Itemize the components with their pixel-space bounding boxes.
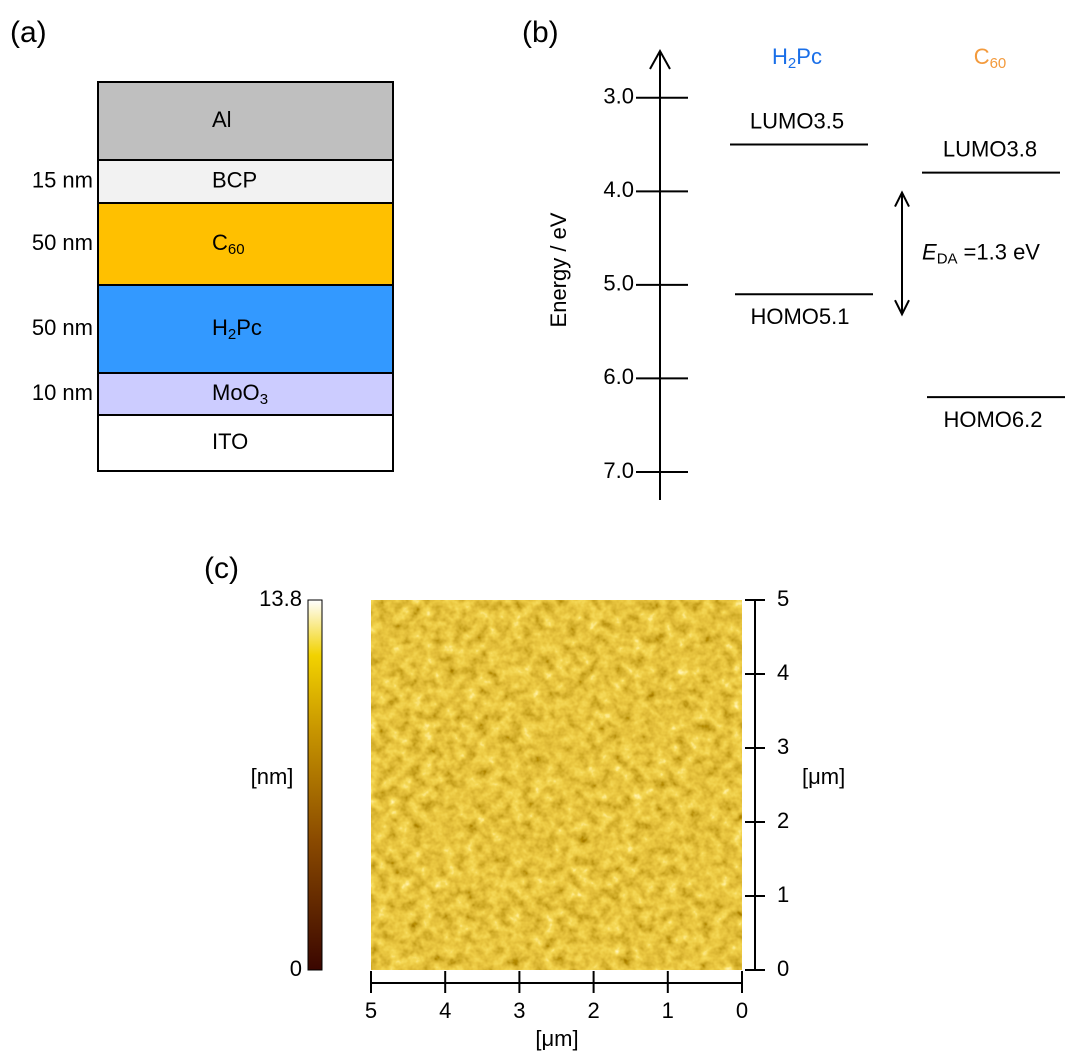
colorbar-tick-label: 0 xyxy=(290,956,302,981)
y-tick-label: 6.0 xyxy=(603,364,634,389)
homo-label: HOMO6.2 xyxy=(943,407,1042,432)
layer xyxy=(98,82,393,160)
text-part: H xyxy=(772,44,788,69)
text-part: ITO xyxy=(212,429,248,454)
thickness-label: 15 nm xyxy=(32,167,93,192)
subscript: 60 xyxy=(990,55,1007,72)
subscript: DA xyxy=(937,250,958,267)
text-part: C xyxy=(974,44,990,69)
homo-label: HOMO5.1 xyxy=(750,304,849,329)
y-axis-label: [μm] xyxy=(802,764,845,789)
text-part: =1.3 eV xyxy=(964,239,1041,264)
gap-label: EDA =1.3 eV xyxy=(922,239,1040,267)
axis-label: Energy / eV xyxy=(546,212,571,327)
text-part: Pc xyxy=(796,44,822,69)
thickness-label: 50 nm xyxy=(32,315,93,340)
x-tick-label: 4 xyxy=(439,998,451,1023)
y-tick-label: 1 xyxy=(777,882,789,907)
x-tick-label: 1 xyxy=(662,998,674,1023)
text-part: BCP xyxy=(212,167,257,192)
y-tick-label: 2 xyxy=(777,808,789,833)
y-tick-label: 5 xyxy=(777,586,789,611)
layer xyxy=(98,203,393,285)
x-tick-label: 5 xyxy=(365,998,377,1023)
layer-name: BCP xyxy=(212,167,257,192)
y-tick-label: 3.0 xyxy=(603,84,634,109)
y-tick-label: 7.0 xyxy=(603,458,634,483)
layer-name: ITO xyxy=(212,429,248,454)
x-axis-label: [μm] xyxy=(535,1026,578,1051)
text-part: E xyxy=(922,239,937,264)
y-tick-label: 0 xyxy=(777,956,789,981)
panel-label: (a) xyxy=(10,16,47,49)
colorbar-label: [nm] xyxy=(251,764,294,789)
subscript: 2 xyxy=(788,55,796,72)
afm-image xyxy=(371,600,742,970)
layer-name: MoO3 xyxy=(212,380,268,408)
text-part: MoO xyxy=(212,380,260,405)
text-part: C xyxy=(212,230,228,255)
subscript: 2 xyxy=(228,326,236,343)
figure: (a) (b) (c) Energy / eV AlBCP15 nmC6050 … xyxy=(0,0,1069,1055)
subscript: 3 xyxy=(260,391,268,408)
colorbar-tick-label: 13.8 xyxy=(259,586,302,611)
text-part: Pc xyxy=(236,315,262,340)
y-tick-label: 5.0 xyxy=(603,271,634,296)
x-tick-label: 2 xyxy=(587,998,599,1023)
x-tick-label: 3 xyxy=(513,998,525,1023)
y-tick-label: 4 xyxy=(777,660,789,685)
panel-label: (b) xyxy=(522,16,559,49)
y-tick-label: 3 xyxy=(777,734,789,759)
colorbar xyxy=(308,600,322,970)
panel-label: (c) xyxy=(204,552,239,585)
subscript: 60 xyxy=(228,241,245,258)
lumo-label: LUMO3.5 xyxy=(750,108,844,133)
material-name: C60 xyxy=(974,44,1007,72)
text-part: H xyxy=(212,315,228,340)
lumo-label: LUMO3.8 xyxy=(943,136,1037,161)
text-part: Al xyxy=(212,107,232,132)
material-name: H2Pc xyxy=(772,44,822,72)
x-tick-label: 0 xyxy=(736,998,748,1023)
thickness-label: 10 nm xyxy=(32,380,93,405)
layer-name: Al xyxy=(212,107,232,132)
thickness-label: 50 nm xyxy=(32,230,93,255)
y-tick-label: 4.0 xyxy=(603,177,634,202)
layer-name: H2Pc xyxy=(212,315,262,343)
